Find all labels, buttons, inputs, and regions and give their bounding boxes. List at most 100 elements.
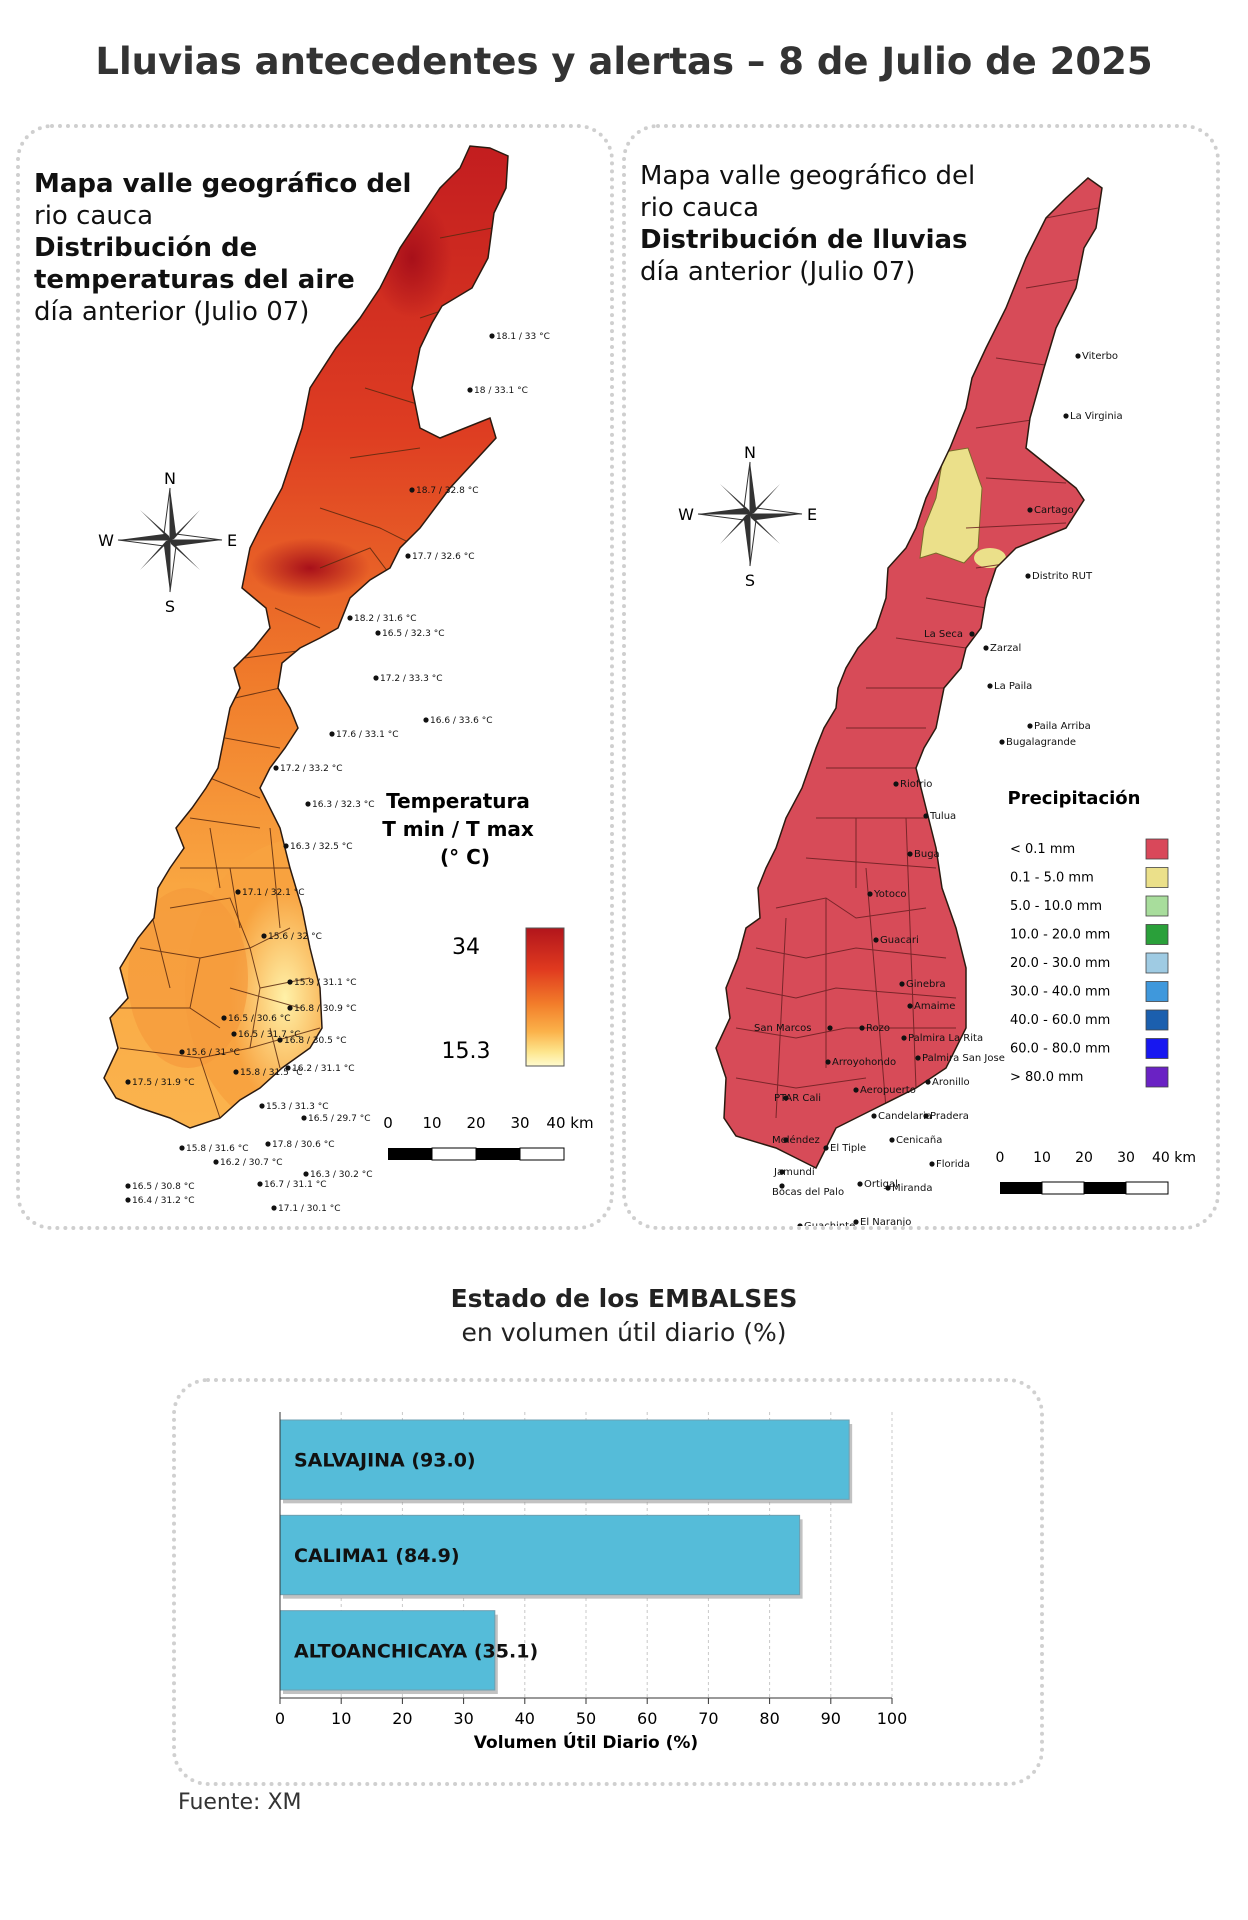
compass-e: E: [807, 505, 817, 524]
station-dot: [287, 1005, 293, 1011]
temperature-map-panel: Mapa valle geográfico del rio cauca Dist…: [16, 124, 614, 1230]
station-label: San Marcos: [754, 1023, 811, 1034]
station-dot: [827, 1025, 833, 1031]
station-label: Zarzal: [990, 643, 1021, 654]
station-label: Ginebra: [906, 979, 946, 990]
station-label: 18.7 / 32.8 °C: [416, 486, 478, 496]
station-label: 15.8 / 31.6 °C: [186, 1144, 248, 1154]
legend-title-line: Temperatura: [386, 789, 530, 813]
station-dot: [261, 933, 267, 939]
station-label: Ortigal: [864, 1179, 898, 1190]
page-title: Lluvias antecedentes y alertas – 8 de Ju…: [95, 40, 1153, 83]
precip-legend-swatch: [1145, 981, 1169, 1002]
x-tick-label: 80: [759, 1709, 779, 1728]
compass-rose-icon: N S E W: [678, 443, 817, 590]
station-dot: [179, 1049, 185, 1055]
bar-data-label: CALIMA1 (84.9): [294, 1545, 460, 1567]
station-label: Meléndez: [772, 1134, 820, 1146]
rainfall-map-heading: Mapa valle geográfico del rio cauca Dist…: [640, 160, 975, 288]
station-dot: [987, 683, 993, 689]
station-dot: [915, 1055, 921, 1061]
station-dot: [287, 979, 293, 985]
station-dot: [907, 1003, 913, 1009]
compass-w: W: [678, 505, 694, 524]
station-label: Candelaria: [878, 1111, 932, 1122]
station-label: Palmira San Jose: [922, 1053, 1005, 1064]
temperature-map-heading: Mapa valle geográfico del rio cauca Dist…: [34, 168, 411, 328]
precip-legend-label: 0.1 - 5.0 mm: [1010, 871, 1094, 886]
rainfall-stations: Viterbo La Virginia Cartago Distrito RUT La …: [754, 351, 1123, 1226]
station-dot: [797, 1223, 803, 1226]
rainfall-map: Viterbo La Virginia Cartago Distrito RUT La …: [678, 177, 1196, 1226]
station-label: Yotoco: [873, 889, 907, 900]
station-dot: [999, 739, 1005, 745]
station-label: 16.8 / 30.5 °C: [284, 1036, 346, 1046]
station-dot: [301, 1115, 307, 1121]
station-label: Viterbo: [1082, 351, 1118, 362]
station-dot: [1063, 413, 1069, 419]
station-dot: [779, 1183, 785, 1189]
station-label: Rozo: [866, 1023, 890, 1034]
scale-bar: 0 10 20 30 40 km: [383, 1114, 594, 1161]
legend-title-line: (° C): [440, 845, 490, 869]
reservoir-bar-chart: SALVAJINA (93.0) CALIMA1 (84.9) ALTOANCHIC…: [275, 1412, 908, 1753]
precip-legend-swatch: [1145, 952, 1169, 974]
station-label: 17.8 / 30.6 °C: [272, 1140, 334, 1150]
station-dot: [329, 731, 335, 737]
bar-data-label: ALTOANCHICAYA (35.1): [294, 1640, 538, 1662]
svg-text:40 km: 40 km: [546, 1114, 593, 1132]
station-dot: [871, 1113, 877, 1119]
station-label: Arroyohondo: [832, 1057, 896, 1068]
station-label: Aeropuerto: [860, 1085, 916, 1096]
station-label: Tulua: [929, 811, 956, 822]
station-label: 16.5 / 31.7 °C: [238, 1030, 300, 1040]
reservoirs-subtitle: en volumen útil diario (%): [461, 1318, 787, 1347]
station-label: La Seca: [924, 629, 963, 640]
station-label: 16.3 / 30.2 °C: [310, 1170, 372, 1180]
station-label: 15.8 / 31.5 °C: [240, 1068, 302, 1078]
svg-text:10: 10: [1033, 1150, 1051, 1166]
station-label: Paila Arriba: [1034, 721, 1091, 732]
station-label: PTAR Cali: [774, 1093, 821, 1104]
bar-altoanchicaya: [279, 1610, 496, 1691]
compass-e: E: [227, 531, 237, 550]
scale-bar: 0 10 20 30 40 km: [996, 1150, 1196, 1195]
temperature-map: 18.1 / 33 °C 18 / 33.1 °C 18.7 / 32.8 °C 17…: [98, 145, 594, 1214]
compass-w: W: [98, 531, 114, 550]
station-label: 16.5 / 30.8 °C: [132, 1182, 194, 1192]
station-label: 16.5 / 32.3 °C: [382, 629, 444, 639]
station-dot: [893, 781, 899, 787]
station-dot: [257, 1181, 263, 1187]
heading-line: Distribución de: [34, 233, 258, 263]
rainfall-map-panel: Mapa valle geográfico del rio cauca Dist…: [622, 124, 1220, 1230]
x-tick-label: 20: [392, 1709, 412, 1728]
station-label: 17.7 / 32.6 °C: [412, 552, 474, 562]
station-label: Distrito RUT: [1032, 571, 1093, 582]
precip-legend-swatch: [1145, 924, 1169, 945]
station-label: 16.2 / 30.7 °C: [220, 1158, 282, 1168]
station-label: Pradera: [930, 1111, 969, 1122]
station-dot: [231, 1031, 237, 1037]
station-label: 17.2 / 33.3 °C: [380, 674, 442, 684]
station-dot: [867, 891, 873, 897]
station-label: Riofrio: [900, 779, 932, 790]
station-label: 15.3 / 31.3 °C: [266, 1102, 328, 1112]
station-dot: [1075, 353, 1081, 359]
station-dot: [125, 1079, 131, 1085]
station-dot: [423, 717, 429, 723]
station-dot: [305, 801, 311, 807]
x-tick-label: 100: [877, 1709, 908, 1728]
bar-data-label: SALVAJINA (93.0): [294, 1450, 476, 1472]
legend-title-line: T min / T max: [382, 817, 534, 841]
station-dot: [273, 765, 279, 771]
station-dot: [1027, 723, 1033, 729]
station-dot: [923, 1113, 929, 1119]
station-label: Buga: [914, 849, 940, 860]
precip-legend-swatch: [1145, 1066, 1169, 1088]
station-label: Bocas del Palo: [772, 1187, 844, 1198]
station-dot: [221, 1015, 227, 1021]
station-label: Cenicaña: [896, 1135, 942, 1146]
precipitation-legend: < 0.1 mm 0.1 - 5.0 mm 5.0 - 10.0 mm 10.0 - …: [1010, 838, 1169, 1088]
precip-legend-swatch: [1145, 1038, 1169, 1059]
compass-n: N: [744, 443, 756, 462]
